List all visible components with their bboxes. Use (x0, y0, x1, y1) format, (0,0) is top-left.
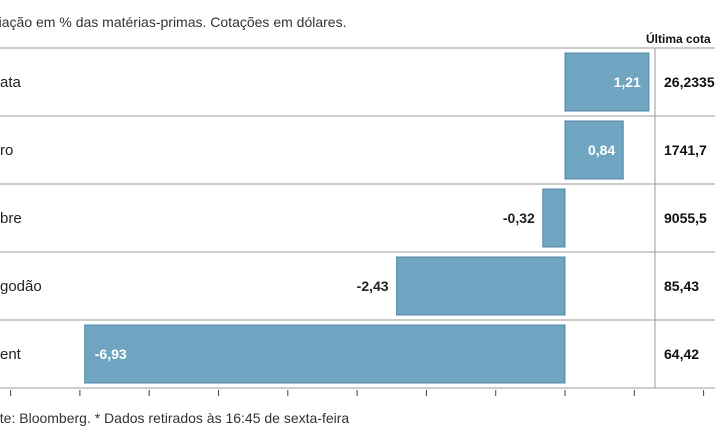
last-quote-value: 26,2335 (664, 74, 715, 90)
last-quote-value: 85,43 (664, 278, 699, 294)
bar (542, 188, 566, 248)
bar-chart: ata 1,21 26,2335 ro 0,84 1741,7 bre -0,32 9055,5… (0, 47, 715, 396)
bar (396, 256, 566, 316)
value-label: -0,32 (503, 210, 535, 226)
source-note: nte: Bloomberg. * Dados retirados às 16:… (0, 410, 350, 426)
category-label: godão (0, 278, 42, 295)
category-label: bre (0, 210, 22, 227)
value-label: -6,93 (95, 346, 127, 362)
last-quote-header: Última cota (646, 32, 711, 46)
category-label: ent (0, 346, 22, 363)
category-label: ro (0, 142, 13, 159)
value-label: 0,84 (588, 142, 615, 158)
category-label: ata (0, 74, 22, 91)
bar (84, 324, 566, 384)
bar (564, 52, 650, 112)
bar (564, 120, 624, 180)
last-quote-value: 64,42 (664, 346, 699, 362)
value-label: -2,43 (357, 278, 389, 294)
value-label: 1,21 (614, 74, 641, 90)
last-quote-value: 9055,5 (664, 210, 707, 226)
chart-subtitle: riação em % das matérias-primas. Cotaçõe… (0, 14, 347, 30)
last-quote-value: 1741,7 (664, 142, 707, 158)
